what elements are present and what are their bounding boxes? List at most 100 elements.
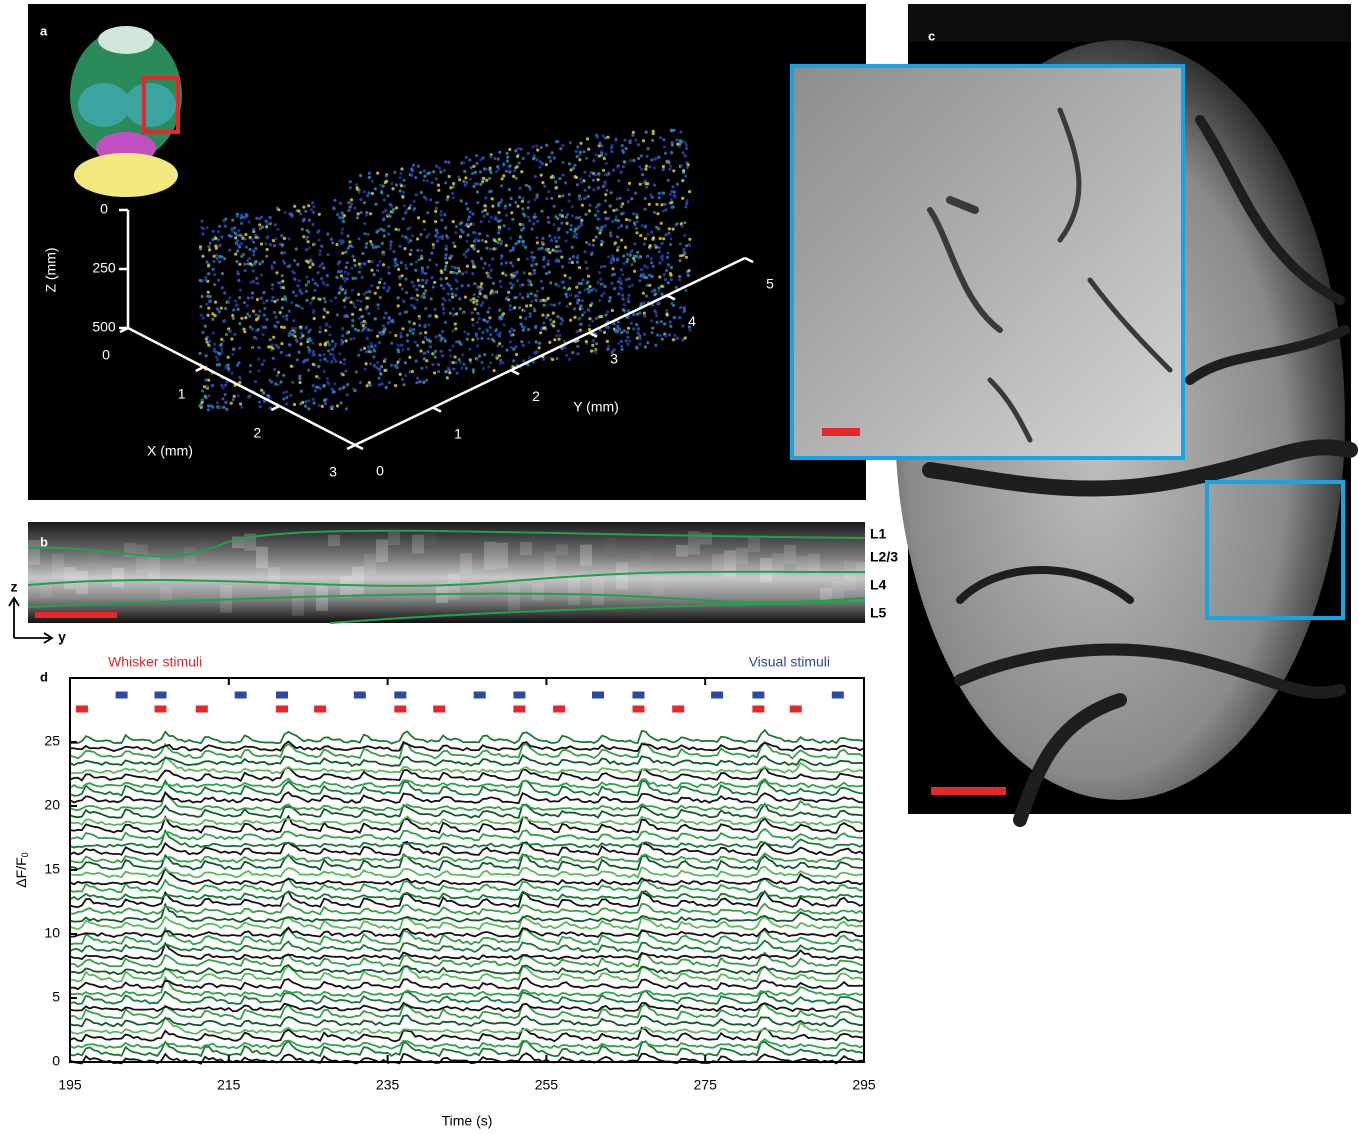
neuron-dot (516, 205, 519, 208)
neuron-dot (265, 255, 268, 258)
neuron-dot (341, 228, 344, 231)
neuron-dot (570, 224, 573, 227)
neuron-dot (305, 290, 308, 293)
neuron-dot (305, 238, 308, 241)
neuron-dot (662, 165, 665, 168)
neuron-dot (412, 328, 415, 331)
neuron-dot (611, 220, 614, 223)
neuron-dot (233, 395, 236, 398)
neuron-dot (675, 138, 678, 141)
neuron-dot (485, 296, 488, 299)
neuron-dot (371, 243, 374, 246)
neuron-dot (580, 219, 583, 222)
trace (70, 928, 864, 944)
neuron-dot (376, 286, 379, 289)
neuron-dot (660, 320, 663, 323)
neuron-dot (319, 387, 322, 390)
legend-label: Whisker stimuli (108, 654, 202, 670)
neuron-dot (200, 219, 203, 222)
neuron-dot (321, 405, 324, 408)
neuron-dot (208, 340, 211, 343)
neuron-dot (343, 358, 346, 361)
neuron-dot (541, 181, 544, 184)
neuron-dot (489, 361, 492, 364)
neuron-dot (462, 161, 465, 164)
neuron-dot (291, 381, 294, 384)
neuron-dot (336, 313, 339, 316)
neuron-dot (207, 343, 210, 346)
neuron-dot (683, 221, 686, 224)
neuron-dot (670, 266, 673, 269)
neuron-dot (276, 228, 279, 231)
neuron-dot (236, 270, 239, 273)
neuron-dot (388, 316, 391, 319)
neuron-dot (556, 217, 559, 220)
neuron-dot (605, 189, 608, 192)
neuron-dot (454, 266, 457, 269)
neuron-dot (556, 357, 559, 360)
neuron-dot (599, 278, 602, 281)
neuron-dot (252, 250, 255, 253)
neuron-dot (458, 178, 461, 181)
neuron-dot (220, 406, 223, 409)
neuron-dot (423, 352, 426, 355)
neuron-dot (455, 287, 458, 290)
neuron-dot (519, 223, 522, 226)
neuron-dot (509, 282, 512, 285)
neuron-dot (466, 265, 469, 268)
neuron-dot (578, 291, 581, 294)
neuron-dot (294, 335, 297, 338)
neuron-dot (454, 231, 457, 234)
neuron-dot (330, 238, 333, 241)
neuron-dot (307, 231, 310, 234)
neuron-dot (576, 294, 579, 297)
slice-pixel (328, 535, 340, 546)
neuron-dot (486, 311, 489, 314)
neuron-dot (299, 402, 302, 405)
neuron-dot (621, 294, 624, 297)
neuron-dot (351, 313, 354, 316)
neuron-dot (662, 138, 665, 141)
neuron-dot (571, 214, 574, 217)
neuron-dot (410, 174, 413, 177)
neuron-dot (275, 271, 278, 274)
tick-label: 0 (376, 463, 384, 479)
neuron-dot (476, 182, 479, 185)
neuron-dot (243, 237, 246, 240)
neuron-dot (579, 323, 582, 326)
neuron-dot (326, 377, 329, 380)
neuron-dot (220, 235, 223, 238)
neuron-dot (527, 152, 530, 155)
neuron-dot (627, 200, 630, 203)
tick-label: 3 (329, 464, 337, 480)
neuron-dot (628, 340, 631, 343)
neuron-dot (376, 361, 379, 364)
neuron-dot (580, 282, 583, 285)
neuron-dot (545, 316, 548, 319)
neuron-dot (334, 296, 337, 299)
neuron-dot (329, 353, 332, 356)
neuron-dot (595, 317, 598, 320)
neuron-dot (505, 170, 508, 173)
neuron-dot (404, 361, 407, 364)
neuron-dot (642, 301, 645, 304)
neuron-dot (205, 378, 208, 381)
trace (70, 842, 864, 855)
neuron-dot (321, 281, 324, 284)
neuron-dot (363, 232, 366, 235)
neuron-dot (554, 180, 557, 183)
neuron-dot (304, 405, 307, 408)
neuron-dot (588, 285, 591, 288)
neuron-dot (391, 320, 394, 323)
neuron-dot (491, 257, 494, 260)
neuron-dot (439, 170, 442, 173)
neuron-dot (450, 287, 453, 290)
neuron-dot (205, 303, 208, 306)
neuron-dot (231, 230, 234, 233)
neuron-dot (474, 171, 477, 174)
neuron-dot (367, 233, 370, 236)
neuron-dot (209, 242, 212, 245)
neuron-dot (414, 340, 417, 343)
neuron-dot (463, 253, 466, 256)
neuron-dot (521, 240, 524, 243)
